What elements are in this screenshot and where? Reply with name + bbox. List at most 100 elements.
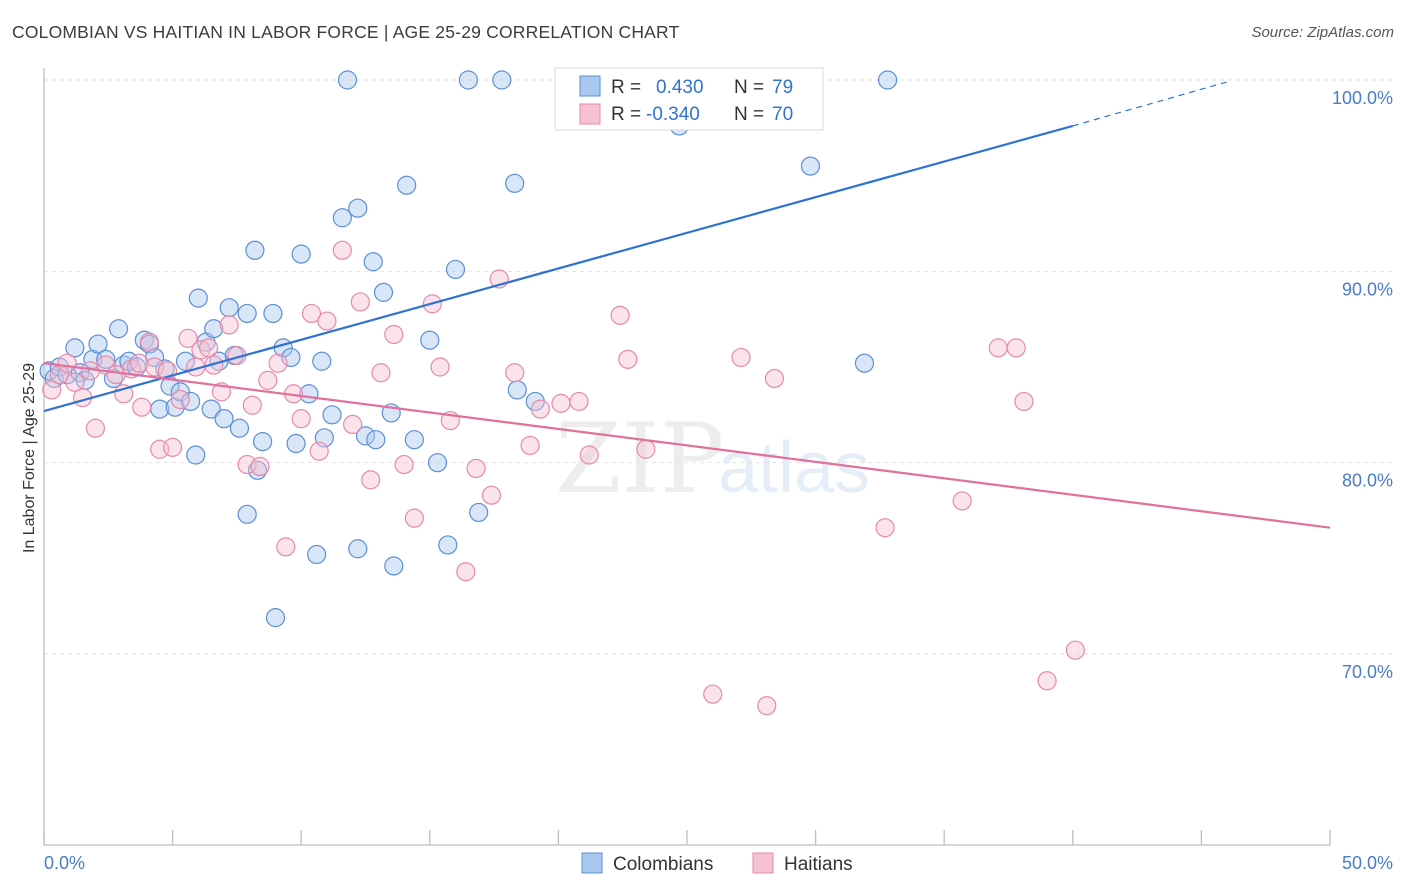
- haitian-point-62: [703, 684, 723, 704]
- colombian-point-47: [307, 544, 327, 565]
- haitian-point-60: [618, 349, 638, 369]
- haitian-point-68: [952, 491, 972, 511]
- colombian-point-34: [229, 418, 250, 438]
- colombian-point-41: [265, 608, 286, 628]
- y-tick-label-80: 80.0%: [1342, 471, 1393, 491]
- colombians-trend-extension: [1072, 81, 1228, 127]
- y-tick-label-100: 100.0%: [1332, 88, 1393, 108]
- haitian-point-25: [219, 315, 239, 335]
- haitian-point-29: [250, 456, 270, 477]
- haitian-point-53: [505, 363, 525, 383]
- series-legend: Colombians Haitians: [581, 852, 853, 875]
- x-tick-label-min: 0.0%: [44, 853, 85, 873]
- colombian-point-50: [322, 405, 342, 425]
- haitian-point-67: [875, 518, 895, 538]
- haitian-point-58: [579, 445, 599, 465]
- haitian-point-12: [132, 397, 152, 417]
- colombian-point-39: [253, 432, 273, 452]
- colombian-point-23: [175, 351, 196, 371]
- colombian-point-44: [286, 433, 306, 454]
- haitian-point-21: [191, 340, 211, 360]
- series-haitians-points: [42, 70, 1085, 716]
- colombian-point-36: [237, 504, 257, 524]
- legend-n-label-1: N =: [734, 77, 764, 98]
- colombian-point-40: [263, 303, 283, 324]
- haitian-point-18: [170, 389, 190, 410]
- haitian-point-30: [258, 370, 278, 390]
- colombian-point-78: [878, 70, 898, 90]
- y-axis-label: In Labor Force | Age 25-29: [21, 363, 38, 553]
- haitian-point-28: [242, 395, 262, 415]
- haitian-point-13: [139, 332, 160, 352]
- x-ticks: [43, 830, 1331, 845]
- colombian-point-8: [88, 334, 108, 354]
- trend-lines: [43, 81, 1331, 529]
- haitian-point-11: [129, 353, 149, 373]
- legend-haitians-label: Haitians: [784, 854, 853, 875]
- haitian-point-55: [530, 399, 550, 419]
- haitian-point-69: [988, 338, 1008, 358]
- haitian-point-50: [466, 458, 486, 479]
- legend-r-label-1: R =: [611, 77, 641, 98]
- haitian-point-71: [1065, 640, 1085, 660]
- y-tick-labels: 70.0% 80.0% 90.0% 100.0%: [1332, 88, 1393, 682]
- haitian-point-47: [430, 357, 450, 377]
- haitian-point-0: [42, 380, 62, 400]
- colombian-point-61: [397, 175, 417, 195]
- haitian-point-59: [610, 305, 630, 325]
- haitian-point-14: [144, 357, 165, 377]
- colombians-trend-line: [43, 124, 1074, 413]
- colombian-point-32: [219, 298, 239, 318]
- colombian-point-1: [44, 368, 64, 389]
- colombian-point-11: [108, 319, 129, 339]
- colombian-point-57: [366, 430, 386, 450]
- legend-n-label-2: N =: [734, 104, 764, 125]
- colombian-point-54: [348, 198, 368, 218]
- haitian-point-63: [731, 347, 751, 368]
- haitian-point-35: [301, 303, 322, 324]
- y-tick-label-90: 90.0%: [1342, 279, 1393, 299]
- haitian-point-45: [404, 508, 424, 528]
- haitian-point-61: [636, 439, 656, 459]
- haitian-point-44: [394, 454, 414, 475]
- colombian-point-22: [170, 382, 190, 402]
- legend-colombians-label: Colombians: [613, 854, 713, 875]
- colombian-point-58: [373, 282, 394, 302]
- haitian-point-70: [1037, 671, 1057, 691]
- colombian-point-60: [384, 556, 404, 576]
- haitian-point-37: [317, 311, 337, 331]
- haitian-point-49: [456, 562, 476, 582]
- legend-haitians-swatch: [752, 852, 774, 874]
- legend-colombians-swatch: [581, 852, 603, 874]
- haitian-point-42: [371, 363, 391, 383]
- gridlines: [44, 79, 1393, 655]
- haitian-point-43: [384, 324, 404, 345]
- legend-n-value-2: 70: [772, 104, 793, 125]
- legend-n-value-1: 79: [772, 77, 793, 98]
- colombian-point-76: [800, 156, 821, 176]
- haitian-point-31: [268, 353, 288, 373]
- colombian-point-70: [505, 173, 525, 193]
- colombian-point-55: [355, 426, 376, 446]
- legend-r-value-2: -0.340: [646, 104, 700, 125]
- colombian-point-68: [469, 502, 489, 523]
- colombian-point-52: [337, 70, 358, 90]
- haitian-point-41: [361, 470, 381, 490]
- haitian-point-32: [276, 537, 296, 557]
- colombian-point-31: [214, 409, 234, 429]
- colombian-point-71: [507, 380, 527, 400]
- colombian-point-29: [204, 319, 224, 339]
- colombian-point-48: [312, 351, 332, 371]
- haitian-point-40: [350, 292, 370, 312]
- colombian-point-77: [854, 353, 875, 373]
- colombian-point-64: [427, 453, 448, 473]
- colombian-point-62: [404, 430, 424, 450]
- series-colombians-points: [39, 70, 898, 628]
- watermark: ZIP atlas: [555, 403, 870, 515]
- haitians-trend-line: [43, 362, 1331, 529]
- haitian-point-54: [520, 435, 540, 456]
- legend-r-value-1: 0.430: [656, 77, 704, 98]
- haitian-point-72: [1014, 391, 1034, 412]
- haitian-point-6: [85, 418, 106, 438]
